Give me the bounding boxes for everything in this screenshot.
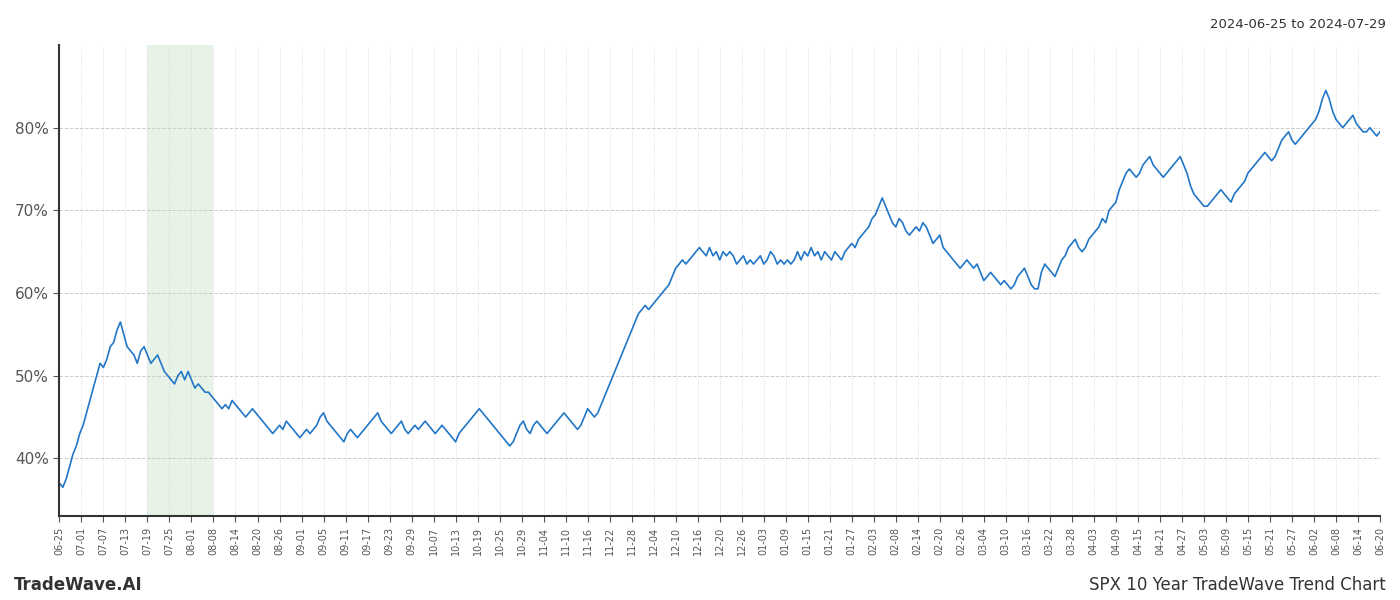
Text: 2024-06-25 to 2024-07-29: 2024-06-25 to 2024-07-29	[1210, 18, 1386, 31]
Bar	[147, 45, 213, 516]
Text: TradeWave.AI: TradeWave.AI	[14, 576, 143, 594]
Text: SPX 10 Year TradeWave Trend Chart: SPX 10 Year TradeWave Trend Chart	[1089, 576, 1386, 594]
